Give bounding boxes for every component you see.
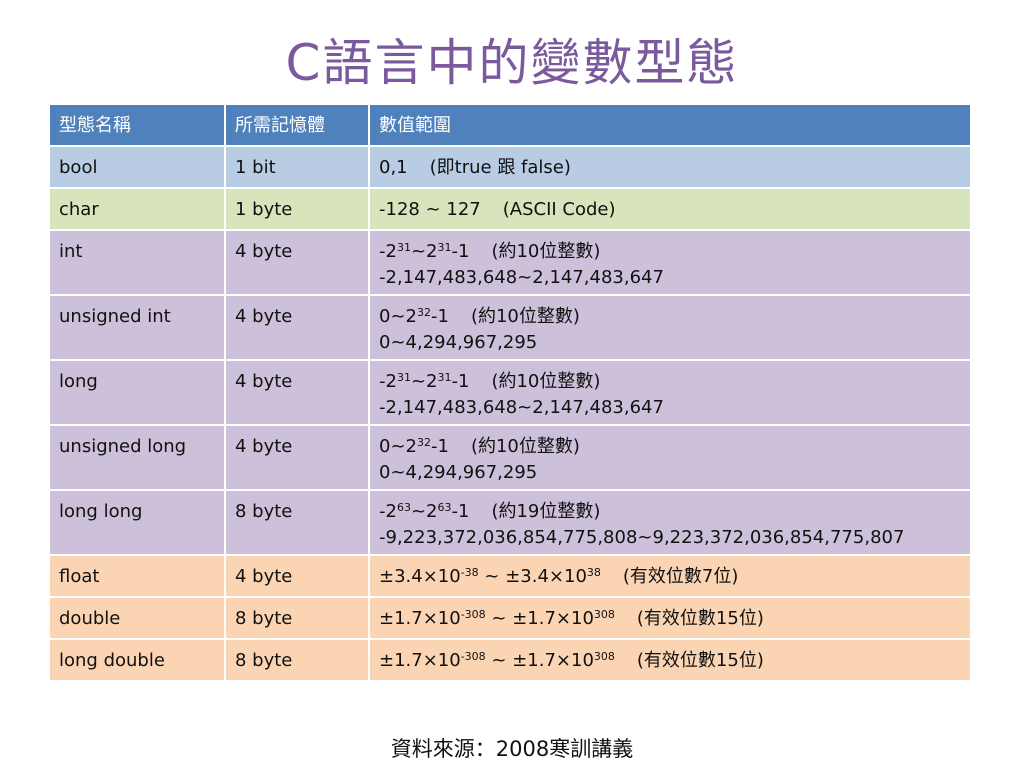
range-line-2: -9,223,372,036,854,775,808~9,223,372,036…	[379, 527, 905, 548]
range-line-2: 0~4,294,967,295	[379, 462, 538, 483]
table-header-row: 型態名稱 所需記憶體 數值範圍	[48, 103, 972, 147]
range-cell: ±1.7×10-308 ~ ±1.7×10308 (有效位數15位)	[368, 638, 972, 682]
range-cell: -128 ~ 127 (ASCII Code)	[368, 187, 972, 231]
range-note: (約10位整數)	[491, 371, 601, 392]
memory-cell: 4 byte	[224, 359, 370, 426]
table-row: char 1 byte -128 ~ 127 (ASCII Code)	[48, 187, 972, 231]
range-cell: -231~231-1 (約10位整數) -2,147,483,648~2,147,4…	[368, 229, 972, 296]
memory-cell: 4 byte	[224, 424, 370, 491]
range-note: (約10位整數)	[470, 306, 580, 327]
range-note: (即true 跟 false)	[429, 157, 571, 178]
table-row: int 4 byte -231~231-1 (約10位整數) -2,147,483,…	[48, 229, 972, 296]
type-name-cell: long double	[48, 638, 226, 682]
range-line-2: -2,147,483,648~2,147,483,647	[379, 267, 664, 288]
range-line-2: -2,147,483,648~2,147,483,647	[379, 397, 664, 418]
type-name-cell: unsigned int	[48, 294, 226, 361]
type-name-cell: bool	[48, 145, 226, 189]
header-type-name: 型態名稱	[48, 103, 226, 147]
range-cell: 0~232-1 (約10位整數) 0~4,294,967,295	[368, 294, 972, 361]
range-note: (約10位整數)	[470, 436, 580, 457]
type-name-cell: long	[48, 359, 226, 426]
memory-cell: 8 byte	[224, 489, 370, 556]
type-name-cell: long long	[48, 489, 226, 556]
table-row: unsigned long 4 byte 0~232-1 (約10位整數) 0~4,…	[48, 424, 972, 491]
table-row: long long 8 byte -263~263-1 (約19位整數) -9,22…	[48, 489, 972, 556]
memory-cell: 4 byte	[224, 554, 370, 598]
header-value-range: 數值範圍	[368, 103, 972, 147]
memory-cell: 8 byte	[224, 638, 370, 682]
table-row: float 4 byte ±3.4×10-38 ~ ±3.4×1038 (有效位數…	[48, 554, 972, 598]
range-cell: -231~231-1 (約10位整數) -2,147,483,648~2,147,4…	[368, 359, 972, 426]
type-name-cell: char	[48, 187, 226, 231]
range-cell: 0,1 (即true 跟 false)	[368, 145, 972, 189]
range-line-1: -231~231-1 (約10位整數)	[379, 371, 601, 392]
range-note: (有效位數15位)	[636, 608, 764, 629]
type-name-cell: int	[48, 229, 226, 296]
range-note: (ASCII Code)	[502, 199, 616, 220]
memory-cell: 1 byte	[224, 187, 370, 231]
range-line-1: -231~231-1 (約10位整數)	[379, 241, 601, 262]
type-name-cell: float	[48, 554, 226, 598]
type-name-cell: double	[48, 596, 226, 640]
type-name-cell: unsigned long	[48, 424, 226, 491]
range-line-2: 0~4,294,967,295	[379, 332, 538, 353]
source-citation: 資料來源：2008寒訓講義	[390, 737, 634, 761]
range-cell: ±1.7×10-308 ~ ±1.7×10308 (有效位數15位)	[368, 596, 972, 640]
range-note: (約10位整數)	[491, 241, 601, 262]
range-note: (約19位整數)	[491, 501, 601, 522]
memory-cell: 1 bit	[224, 145, 370, 189]
memory-cell: 4 byte	[224, 294, 370, 361]
range-line-1: -263~263-1 (約19位整數)	[379, 501, 601, 522]
header-memory: 所需記憶體	[224, 103, 370, 147]
range-cell: -263~263-1 (約19位整數) -9,223,372,036,854,775…	[368, 489, 972, 556]
slide-title: C語言中的變數型態	[285, 34, 739, 92]
table-row: unsigned int 4 byte 0~232-1 (約10位整數) 0~4,2…	[48, 294, 972, 361]
table-row: bool 1 bit 0,1 (即true 跟 false)	[48, 145, 972, 189]
range-line-1: 0~232-1 (約10位整數)	[379, 436, 580, 457]
range-cell: 0~232-1 (約10位整數) 0~4,294,967,295	[368, 424, 972, 491]
table-row: long double 8 byte ±1.7×10-308 ~ ±1.7×10…	[48, 638, 972, 682]
range-text: -128 ~ 127	[379, 199, 481, 220]
memory-cell: 8 byte	[224, 596, 370, 640]
range-line-1: 0~232-1 (約10位整數)	[379, 306, 580, 327]
range-note: (有效位數7位)	[622, 566, 739, 587]
range-cell: ±3.4×10-38 ~ ±3.4×1038 (有效位數7位)	[368, 554, 972, 598]
table-row: long 4 byte -231~231-1 (約10位整數) -2,147,483…	[48, 359, 972, 426]
table-row: double 8 byte ±1.7×10-308 ~ ±1.7×10308 (有…	[48, 596, 972, 640]
variable-types-table: 型態名稱 所需記憶體 數值範圍 bool 1 bit 0,1 (即true 跟 f…	[48, 103, 972, 682]
memory-cell: 4 byte	[224, 229, 370, 296]
range-text: 0,1	[379, 157, 408, 178]
range-note: (有效位數15位)	[636, 650, 764, 671]
